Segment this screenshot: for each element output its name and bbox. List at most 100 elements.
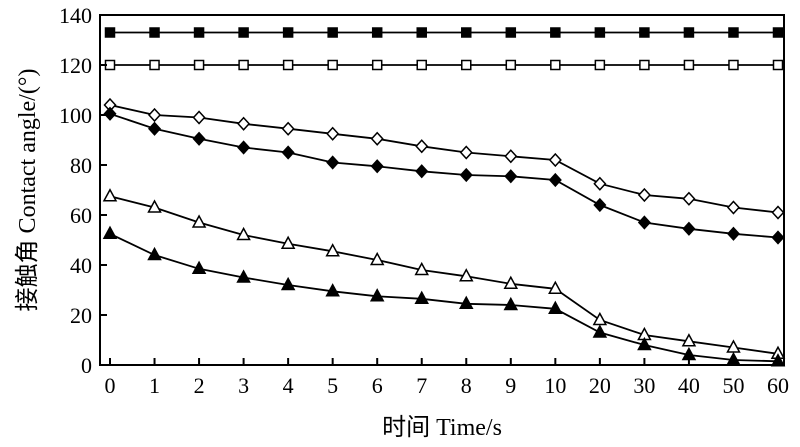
- data-point: [683, 59, 695, 71]
- data-point: [505, 59, 517, 71]
- data-point: [148, 107, 162, 123]
- data-point: [683, 27, 695, 38]
- x-tick-label: 3: [238, 373, 249, 398]
- data-point: [236, 226, 251, 241]
- data-point: [102, 225, 118, 239]
- data-point: [504, 149, 518, 164]
- x-tick-label: 6: [372, 373, 383, 398]
- data-point: [503, 296, 519, 311]
- y-axis-title: 接触角 Contact angle/(°): [14, 69, 41, 312]
- x-tick-label: 7: [416, 373, 427, 398]
- data-point: [236, 269, 251, 283]
- data-point: [459, 145, 473, 160]
- x-tick-label: 60: [767, 373, 789, 398]
- data-point: [771, 205, 785, 220]
- x-tick-label: 1: [149, 373, 160, 398]
- x-tick-label: 30: [633, 373, 655, 398]
- data-point: [548, 152, 562, 168]
- data-point: [639, 27, 650, 38]
- data-point: [193, 59, 205, 71]
- data-point: [548, 300, 563, 314]
- y-tick-label: 140: [59, 3, 92, 28]
- data-point: [282, 59, 294, 71]
- data-point: [504, 169, 518, 184]
- data-point: [193, 27, 205, 38]
- series-square-filled: [104, 27, 784, 38]
- data-point: [102, 188, 118, 202]
- data-point: [282, 27, 294, 38]
- data-point: [416, 27, 427, 38]
- x-tick-label: 4: [283, 373, 294, 398]
- data-point: [639, 59, 650, 71]
- data-point: [414, 261, 429, 276]
- series-line: [109, 112, 779, 239]
- data-point: [238, 27, 249, 38]
- data-point: [637, 215, 651, 230]
- data-point: [771, 230, 785, 245]
- data-point: [191, 214, 207, 228]
- data-point: [459, 268, 474, 282]
- data-point: [726, 226, 740, 241]
- data-point: [548, 280, 563, 294]
- data-point: [149, 59, 160, 71]
- data-point: [637, 336, 652, 351]
- data-point: [682, 221, 696, 236]
- data-point: [280, 276, 296, 291]
- y-tick-label: 100: [59, 103, 92, 128]
- data-point: [459, 167, 473, 183]
- tick-layer: 0 20 40 60 80 100 120 140 0 1 2 3 4 5 6 7 8 9 10 20 30 40 50 60: [59, 3, 789, 398]
- data-point: [726, 200, 740, 215]
- data-point: [505, 27, 517, 38]
- data-point: [594, 59, 606, 71]
- data-point: [461, 59, 472, 71]
- data-point: [548, 172, 562, 188]
- data-point: [503, 275, 519, 289]
- series-line: [109, 104, 779, 214]
- x-tick-label: 40: [678, 373, 700, 398]
- data-point: [371, 59, 383, 71]
- data-point: [416, 59, 427, 71]
- data-point: [592, 324, 608, 338]
- data-point: [280, 235, 296, 249]
- data-point: [637, 187, 651, 203]
- data-point: [728, 59, 739, 71]
- data-point: [192, 110, 206, 125]
- data-point: [594, 27, 606, 38]
- data-point: [326, 126, 340, 141]
- data-point: [327, 59, 338, 71]
- x-tick-label: 2: [194, 373, 205, 398]
- data-point: [326, 155, 340, 170]
- y-tick-label: 80: [70, 153, 92, 178]
- data-point: [772, 27, 784, 38]
- data-point: [371, 27, 383, 38]
- data-point: [103, 106, 117, 121]
- series-diamond-filled: [103, 106, 785, 245]
- data-point: [327, 27, 338, 38]
- data-point: [325, 243, 340, 257]
- y-tick-label: 120: [59, 53, 92, 78]
- data-point: [191, 260, 207, 274]
- data-point: [370, 131, 384, 146]
- x-tick-label: 5: [327, 373, 338, 398]
- x-tick-label: 50: [722, 373, 744, 398]
- x-tick-label: 8: [461, 373, 472, 398]
- data-point: [238, 59, 249, 71]
- data-point: [592, 311, 608, 326]
- series-square-open: [104, 59, 784, 71]
- data-point: [550, 27, 561, 38]
- series-layer: [102, 27, 786, 367]
- data-point: [237, 140, 251, 155]
- data-point: [414, 290, 429, 304]
- data-point: [281, 121, 295, 136]
- data-point: [148, 121, 162, 136]
- x-tick-label: 10: [544, 373, 566, 398]
- data-point: [682, 191, 696, 206]
- data-point: [593, 197, 607, 213]
- data-point: [459, 295, 474, 309]
- y-tick-label: 20: [70, 303, 92, 328]
- series-triangle-filled: [102, 225, 786, 367]
- data-point: [192, 131, 206, 146]
- data-point: [325, 283, 340, 297]
- series-line: [109, 232, 779, 363]
- series-diamond-open: [103, 97, 785, 220]
